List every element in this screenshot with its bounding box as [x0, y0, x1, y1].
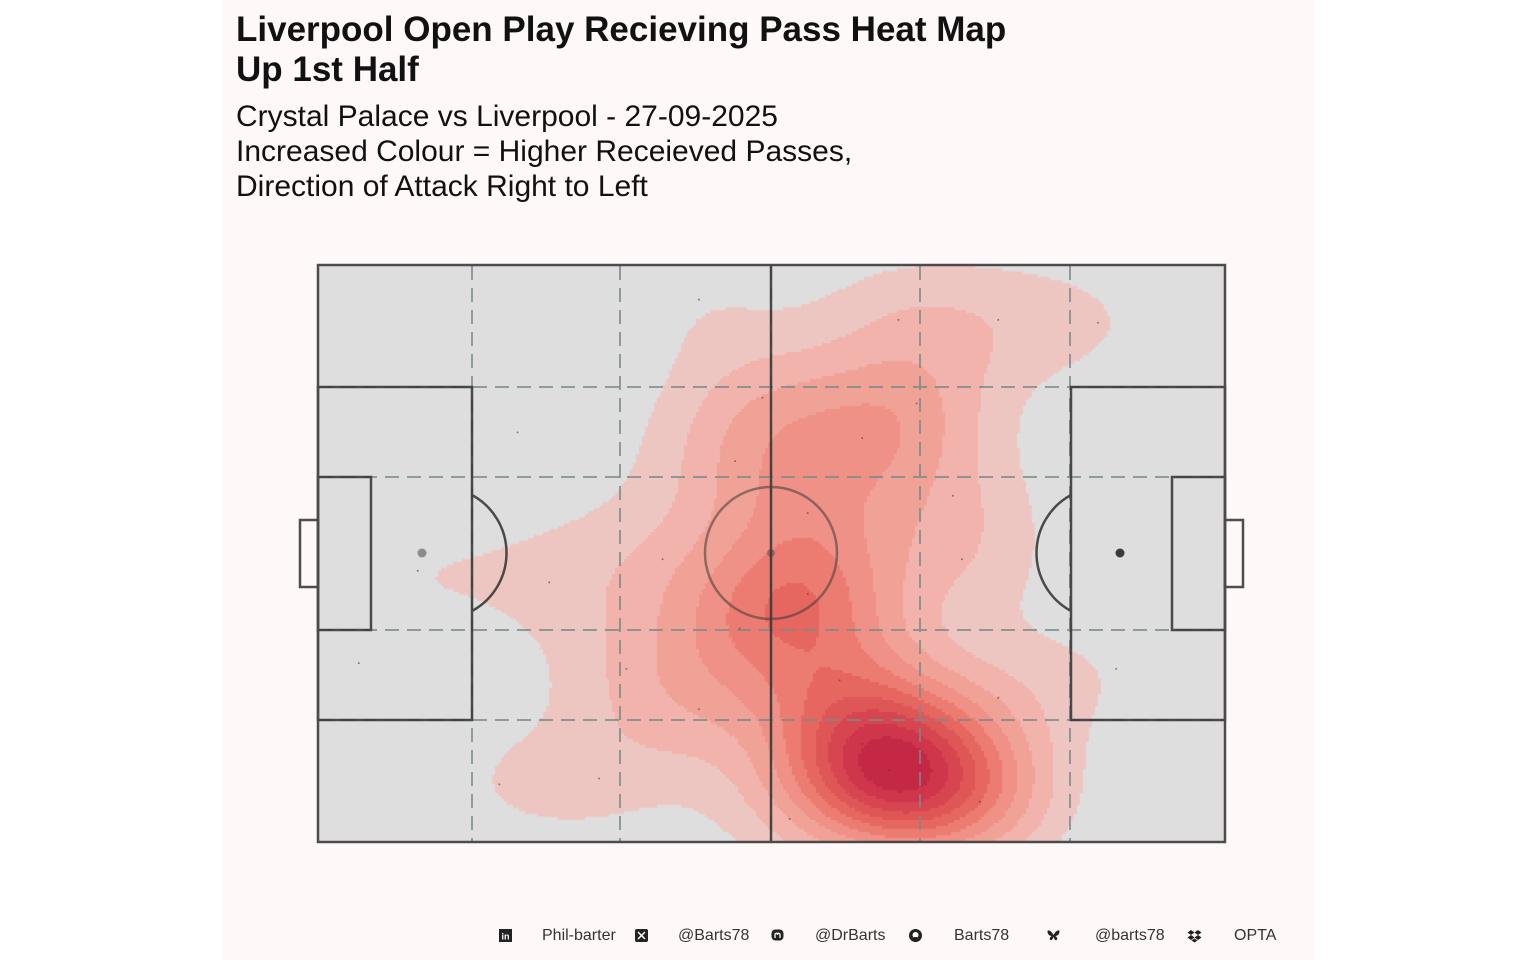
chart-subtitle: Crystal Palace vs Liverpool - 27-09-2025… [236, 100, 853, 203]
caption-handle: Barts78 [954, 927, 1010, 944]
heatmap-density [318, 265, 1225, 842]
mastodon-icon [770, 928, 785, 943]
caption-handle: @Barts78 [678, 927, 750, 944]
x-twitter-icon [634, 928, 649, 943]
dropbox-icon [1187, 928, 1202, 943]
bluesky-butterfly-icon [1046, 928, 1061, 943]
caption-handle: @barts78 [1095, 927, 1165, 944]
caption-handle: OPTA [1234, 927, 1277, 944]
caption: in Phil-barter @Barts78 @DrBarts Barts78 @bar… [0, 925, 1536, 947]
chart-title: Liverpool Open Play Recieving Pass Heat … [236, 10, 1007, 89]
caption-handle: Phil-barter [542, 927, 616, 944]
svg-text:in: in [502, 932, 510, 942]
linkedin-icon: in [498, 928, 513, 943]
caption-handle: @DrBarts [815, 927, 886, 944]
github-icon [908, 928, 923, 943]
